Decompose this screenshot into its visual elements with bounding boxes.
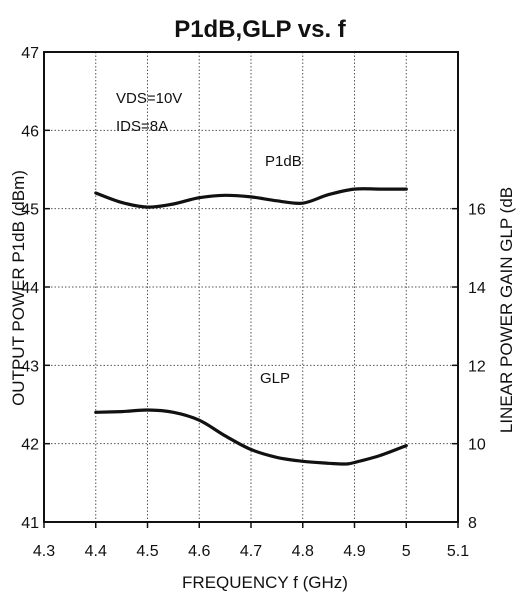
- x-tick-label: 4.8: [292, 543, 314, 560]
- x-tick-label: 5: [402, 543, 411, 560]
- y-axis-right-label: LINEAR POWER GAIN GLP (dB: [497, 187, 516, 433]
- y-right-tick-label: 12: [468, 358, 486, 375]
- x-axis-label: FREQUENCY f (GHz): [182, 573, 348, 592]
- y-left-tick-label: 42: [21, 437, 39, 454]
- x-tick-label: 4.9: [343, 543, 365, 560]
- series-group: [94, 187, 408, 466]
- x-tick-label: 4.3: [33, 543, 55, 560]
- x-tick-label: 5.1: [447, 543, 469, 560]
- x-tick-label: 4.5: [136, 543, 158, 560]
- x-tick-label: 4.7: [240, 543, 262, 560]
- x-tick-label: 4.4: [85, 543, 107, 560]
- x-tick-label: 4.6: [188, 543, 210, 560]
- y-left-tick-label: 41: [21, 515, 39, 532]
- annotation-ids: IDS=8A: [116, 118, 168, 135]
- y-right-tick-label: 14: [468, 280, 486, 297]
- series-line-p1db: [94, 187, 408, 209]
- y-right-tick-label: 16: [468, 202, 486, 219]
- series-line-glp: [94, 408, 408, 466]
- grid: [44, 52, 458, 522]
- series-label-glp: GLP: [260, 370, 290, 387]
- y-left-tick-label: 43: [21, 358, 39, 375]
- y-left-axis-ticks: 41 42 43 44 45 46 47: [21, 45, 50, 532]
- y-right-tick-label: 8: [468, 515, 477, 532]
- y-left-tick-label: 45: [21, 202, 39, 219]
- y-axis-left-label: OUTPUT POWER P1dB (dBm): [9, 170, 28, 406]
- y-left-tick-label: 46: [21, 123, 39, 140]
- y-right-axis-ticks: 8 10 12 14 16: [452, 202, 486, 532]
- y-left-tick-label: 47: [21, 45, 39, 62]
- y-left-tick-label: 44: [21, 280, 39, 297]
- y-right-tick-label: 10: [468, 437, 486, 454]
- series-label-p1db: P1dB: [265, 153, 302, 170]
- chart-title: P1dB,GLP vs. f: [174, 16, 346, 43]
- x-axis-ticks: 4.3 4.4 4.5 4.6 4.7 4.8 4.9 5 5.1: [33, 522, 469, 560]
- annotation-vds: VDS=10V: [116, 90, 182, 107]
